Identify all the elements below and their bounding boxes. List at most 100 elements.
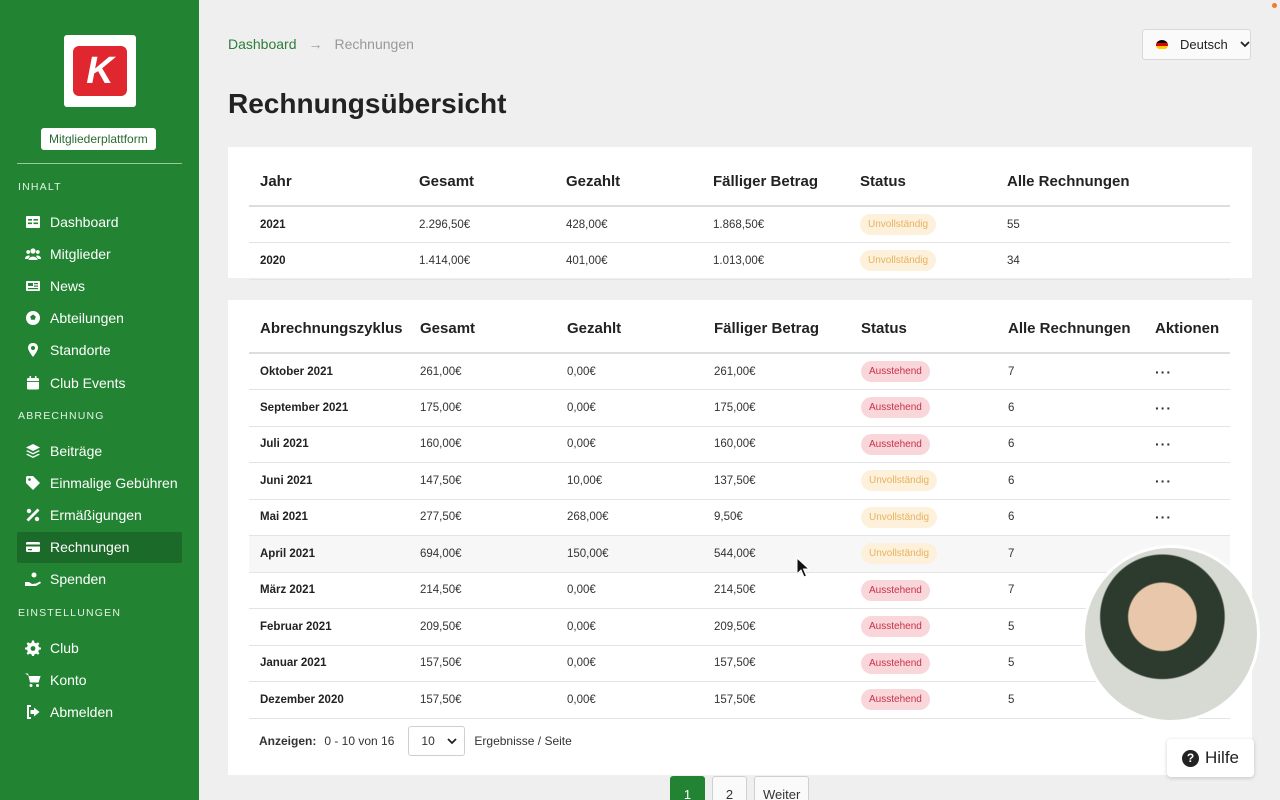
row-label: September 2021 [249,389,409,427]
sidebar-divider [17,163,182,164]
sidebar-item-standorte[interactable]: Standorte [17,335,182,366]
status-badge: Ausstehend [861,397,930,419]
column-header: Gezahlt [555,158,702,207]
table-row[interactable]: 2021 2.296,50€ 428,00€ 1.868,50€ Unvollständ… [249,206,1230,243]
page-title: Rechnungsübersicht [228,88,507,119]
table-row[interactable]: April 2021 694,00€ 150,00€ 544,00€ Unvollstä… [249,535,1230,573]
more-actions-icon[interactable]: ··· [1155,436,1172,453]
sidebar-item-mitglieder[interactable]: Mitglieder [17,238,182,269]
help-button[interactable]: ? Hilfe [1167,739,1254,777]
column-header: Fälliger Betrag [702,158,849,207]
sidebar-item-label: Beiträge [50,442,103,459]
row-label: Oktober 2021 [249,353,409,390]
sidebar-item-einmalige-gebühren[interactable]: Einmalige Gebühren [17,467,182,498]
table-row[interactable]: Dezember 2020 157,50€ 0,00€ 157,50€ Ausstehe… [249,681,1230,719]
page-1-button[interactable]: 1 [670,776,705,800]
per-page-suffix: Ergebnisse / Seite [474,734,572,748]
more-actions-icon[interactable]: ··· [1155,472,1172,489]
column-header: Status [850,304,997,354]
sidebar-item-abteilungen[interactable]: Abteilungen [17,303,182,334]
sidebar-item-news[interactable]: News [17,270,182,301]
platform-badge: Mitgliederplattform [41,128,156,150]
breadcrumb-dashboard-link[interactable]: Dashboard [228,36,297,52]
table-row[interactable]: Mai 2021 277,50€ 268,00€ 9,50€ Unvollständig… [249,499,1230,536]
sidebar-item-beiträge[interactable]: Beiträge [17,435,182,466]
table-row[interactable]: September 2021 175,00€ 0,00€ 175,00€ Aussteh… [249,389,1230,427]
table-cell: 6 [997,499,1144,536]
table-cell: 0,00€ [556,426,703,463]
column-header: Abrechnungszyklus [249,304,409,354]
more-actions-icon[interactable]: ··· [1155,509,1172,526]
tag-icon [24,474,42,492]
table-cell: 34 [996,242,1230,280]
table-cell: 0,00€ [556,389,703,427]
table-cell: 261,00€ [409,353,556,390]
sidebar-item-spenden[interactable]: Spenden [17,564,182,595]
table-row[interactable]: Juli 2021 160,00€ 0,00€ 160,00€ Ausstehend 6 ·… [249,426,1230,463]
table-cell: 0,00€ [556,608,703,646]
actions-cell: ··· [1144,426,1230,463]
club-logo[interactable]: K [64,35,136,107]
status-badge: Unvollständig [861,543,938,565]
sidebar-item-ermäßigungen[interactable]: Ermäßigungen [17,499,182,530]
status-cell: Unvollständig [849,242,996,280]
gear-icon [24,639,42,657]
table-cell: 157,50€ [703,681,850,719]
actions-cell: ··· [1144,389,1230,427]
status-badge: Ausstehend [861,616,930,638]
sidebar-item-dashboard[interactable]: Dashboard [17,206,182,237]
table-row[interactable]: Oktober 2021 261,00€ 0,00€ 261,00€ Ausstehen… [249,353,1230,390]
billing-cycle-table: Abrechnungszyklus Gesamt Gezahlt Fälliger B… [249,304,1230,719]
table-cell: 544,00€ [703,535,850,573]
percent-icon [24,506,42,524]
status-badge: Unvollständig [861,470,938,492]
actions-cell: ··· [1144,499,1230,536]
status-cell: Ausstehend [850,389,997,427]
chevron-down-icon [447,737,457,744]
status-cell: Ausstehend [850,353,997,390]
sidebar-item-label: Dashboard [50,213,119,230]
per-page-select[interactable]: 10 [408,726,466,756]
breadcrumb-arrow: → [308,36,323,52]
sidebar-item-label: Ermäßigungen [50,506,142,523]
sidebar-item-rechnungen[interactable]: Rechnungen [17,531,182,563]
billing-cycle-card: Abrechnungszyklus Gesamt Gezahlt Fälliger B… [228,300,1252,775]
table-cell: 160,00€ [703,426,850,463]
sidebar-item-abmelden[interactable]: Abmelden [17,696,182,727]
table-cell: 1.013,00€ [702,242,849,280]
status-badge: Ausstehend [861,652,930,674]
more-actions-icon[interactable]: ··· [1155,399,1172,416]
help-label: Hilfe [1204,748,1239,767]
table-cell: 0,00€ [556,353,703,390]
row-label: Juli 2021 [249,426,409,463]
page-2-button[interactable]: 2 [712,776,747,800]
german-flag-icon [1156,39,1168,50]
show-label: Anzeigen: [259,734,317,748]
sidebar-item-club[interactable]: Club [17,632,182,663]
sidebar-item-label: Abmelden [50,703,114,720]
table-row[interactable]: 2020 1.414,00€ 401,00€ 1.013,00€ Unvollständ… [249,242,1230,280]
question-icon: ? [1181,749,1199,767]
table-row[interactable]: Februar 2021 209,50€ 0,00€ 209,50€ Ausstehen… [249,608,1230,646]
sidebar-item-club-events[interactable]: Club Events [17,367,182,398]
table-cell: 694,00€ [409,535,556,573]
table-footer: Anzeigen: 0 - 10 von 16 10 Ergebnisse / … [259,726,572,756]
table-row[interactable]: März 2021 214,50€ 0,00€ 214,50€ Ausstehend 7 [249,572,1230,609]
next-page-button[interactable]: Weiter [754,776,810,800]
chevron-down-icon [1240,41,1250,48]
more-actions-icon[interactable]: ··· [1155,363,1172,380]
table-icon [24,213,42,231]
table-cell: 175,00€ [409,389,556,427]
actions-cell: ··· [1144,353,1230,390]
status-cell: Ausstehend [850,645,997,682]
sidebar-item-konto[interactable]: Konto [17,664,182,695]
table-row[interactable]: Juni 2021 147,50€ 10,00€ 137,50€ Unvollständ… [249,462,1230,500]
table-cell: 0,00€ [556,645,703,682]
table-cell: 0,00€ [556,572,703,609]
status-badge: Ausstehend [861,433,930,455]
breadcrumb-current: Rechnungen [334,36,414,52]
language-select[interactable]: Deutsch [1142,29,1251,60]
table-cell: 261,00€ [703,353,850,390]
table-cell: 6 [997,426,1144,463]
table-cell: 0,00€ [556,681,703,719]
